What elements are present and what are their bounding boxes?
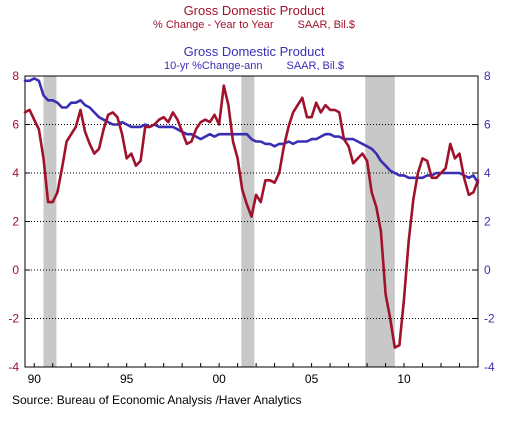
y-tick-label-left--4: -4 [8,360,19,374]
y-tick-label-right-6: 6 [484,118,491,132]
y-tick-label-right-4: 4 [484,166,491,180]
y-tick-label-left--2: -2 [8,312,19,326]
subtitle-yoy-measure: % Change - Year to Year [153,19,274,31]
chart-title-gdp-10yr: Gross Domestic Product [183,44,325,59]
source-note: Source: Bureau of Economic Analysis /Hav… [12,393,302,407]
chart-subtitle-gdp-10yr: 10-yr %Change-ann SAAR, Bil.$ [0,60,508,72]
y-tick-label-right-0: 0 [484,263,491,277]
y-tick-label-left-0: 0 [12,263,19,277]
y-tick-label-left-8: 8 [12,69,19,83]
x-tick-label-00: 00 [212,372,226,386]
y-tick-label-left-2: 2 [12,215,19,229]
x-tick-label-05: 05 [305,372,319,386]
subtitle-10yr-units: SAAR, Bil.$ [286,60,344,72]
y-tick-label-right-8: 8 [484,69,491,83]
y-tick-label-left-4: 4 [12,166,19,180]
y-tick-label-left-6: 6 [12,118,19,132]
chart-subtitle-gdp-yoy: % Change - Year to Year SAAR, Bil.$ [0,19,508,31]
x-tick-label-95: 95 [120,372,134,386]
x-tick-label-10: 10 [397,372,411,386]
x-tick-label-90: 90 [28,372,42,386]
y-tick-label-right--2: -2 [484,312,495,326]
series-gdp-10yr-line [23,77,480,184]
subtitle-yoy-units: SAAR, Bil.$ [297,19,355,31]
subtitle-10yr-measure: 10-yr %Change-ann [164,60,263,72]
y-tick-label-right-2: 2 [484,215,491,229]
y-tick-label-right--4: -4 [484,360,495,374]
series-gdp-yoy-line [23,84,480,349]
chart-title-gdp-yoy: Gross Domestic Product [183,3,325,18]
